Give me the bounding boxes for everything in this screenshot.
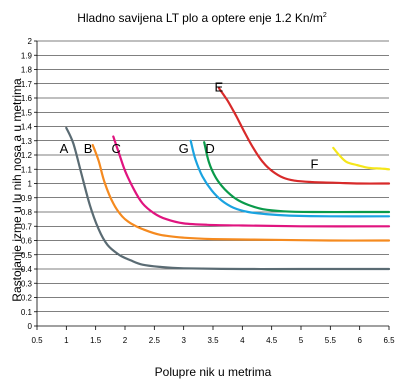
series-line-f	[332, 146, 391, 171]
series-label-e: E	[215, 80, 224, 95]
x-tick-label: 6	[357, 336, 362, 345]
x-tick-label: 4.5	[266, 336, 278, 345]
y-tick-label: 1	[28, 180, 33, 189]
series-label-f: F	[311, 157, 319, 172]
series-line-c	[112, 135, 391, 228]
series-label-a: A	[60, 141, 69, 156]
series-line-g	[189, 139, 391, 218]
x-tick-label: 2	[123, 336, 128, 345]
x-tick-label: 1	[64, 336, 69, 345]
series-lines	[65, 86, 391, 271]
gridlines	[37, 40, 389, 313]
y-tick-label: 1.3	[21, 137, 33, 146]
y-tick-labels: 0 0.1 0.2 0.3 0.4 0.5 0.6 0.7 0.8 0.9 1 1.1 1.2 1.3 1.…	[21, 37, 37, 331]
chart-title-superscript: 2	[323, 12, 327, 19]
series-line-e	[217, 86, 391, 185]
y-tick-label: 0.9	[21, 194, 33, 203]
x-tick-label: 2.5	[149, 336, 161, 345]
series-label-c: C	[112, 141, 121, 156]
x-tick-label: 3	[181, 336, 186, 345]
series-line-a	[65, 126, 391, 271]
y-tick-label: 1.8	[21, 66, 33, 75]
y-tick-label: 0.5	[21, 251, 33, 260]
y-axis-label: Rastojanje izme u lu nih nosa a u metrim…	[10, 78, 24, 302]
x-tick-label: 5	[299, 336, 304, 345]
y-tick-label: 1.4	[21, 123, 33, 132]
x-tick-label: 3.5	[207, 336, 219, 345]
series-line-b	[91, 143, 391, 242]
y-tick-label: 1.7	[21, 80, 33, 89]
x-tick-label: 1.5	[90, 336, 102, 345]
y-tick-label: 0.1	[21, 308, 33, 317]
y-tick-label: 1.2	[21, 151, 33, 160]
x-tick-labels: 0.5 1 1.5 2 2.5 3 3.5 4 4.5 5 5.5 6 6.5	[31, 326, 395, 345]
y-tick-label: 0.3	[21, 279, 33, 288]
y-tick-label: 0.2	[21, 294, 33, 303]
series-line-d	[203, 141, 391, 214]
x-tick-label: 0.5	[31, 336, 43, 345]
chart-title-main: Hladno savijena LT plo a optere enje 1.2…	[77, 11, 323, 25]
y-tick-label: 0.8	[21, 208, 33, 217]
y-tick-label: 2	[28, 37, 33, 46]
y-tick-label: 1.6	[21, 94, 33, 103]
x-tick-label: 4	[240, 336, 245, 345]
y-tick-label: 0.6	[21, 237, 33, 246]
y-tick-label: 1.1	[21, 165, 33, 174]
y-tick-label: 1.5	[21, 108, 33, 117]
series-label-d: D	[205, 141, 214, 156]
x-axis-label: Polupre nik u metrima	[155, 365, 272, 379]
x-tick-label: 5.5	[325, 336, 337, 345]
y-tick-label: 0	[28, 322, 33, 331]
y-tick-label: 0.7	[21, 222, 33, 231]
series-label-g: G	[179, 141, 189, 156]
series-label-b: B	[84, 141, 93, 156]
y-tick-label: 1.9	[21, 51, 33, 60]
chart-title: Hladno savijena LT plo a optere enje 1.2…	[77, 11, 327, 25]
x-tick-label: 6.5	[383, 336, 395, 345]
y-tick-label: 0.4	[21, 265, 33, 274]
series-labels: A B C G D E F	[60, 80, 319, 172]
